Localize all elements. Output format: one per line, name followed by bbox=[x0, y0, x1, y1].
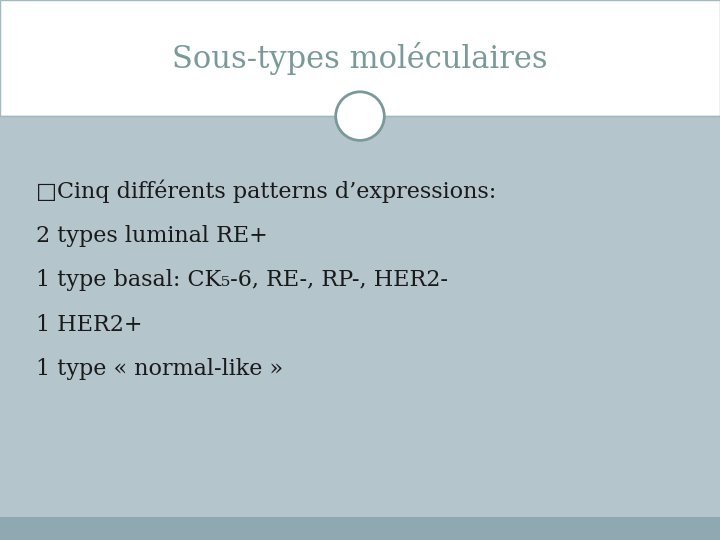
Text: □Cinq différents patterns d’expressions:: □Cinq différents patterns d’expressions: bbox=[36, 180, 496, 204]
Bar bbox=[0, 517, 720, 540]
Text: 1 HER2+: 1 HER2+ bbox=[36, 314, 143, 335]
Bar bbox=[0, 0, 720, 116]
Text: Sous-types moléculaires: Sous-types moléculaires bbox=[172, 42, 548, 75]
Ellipse shape bbox=[336, 92, 384, 140]
Text: 1 type « normal-like »: 1 type « normal-like » bbox=[36, 358, 283, 380]
Bar bbox=[0, 0, 720, 116]
Text: 1 type basal: CK₅-6, RE-, RP-, HER2-: 1 type basal: CK₅-6, RE-, RP-, HER2- bbox=[36, 269, 448, 291]
Bar bbox=[0, 116, 720, 517]
Text: 2 types luminal RE+: 2 types luminal RE+ bbox=[36, 225, 268, 247]
